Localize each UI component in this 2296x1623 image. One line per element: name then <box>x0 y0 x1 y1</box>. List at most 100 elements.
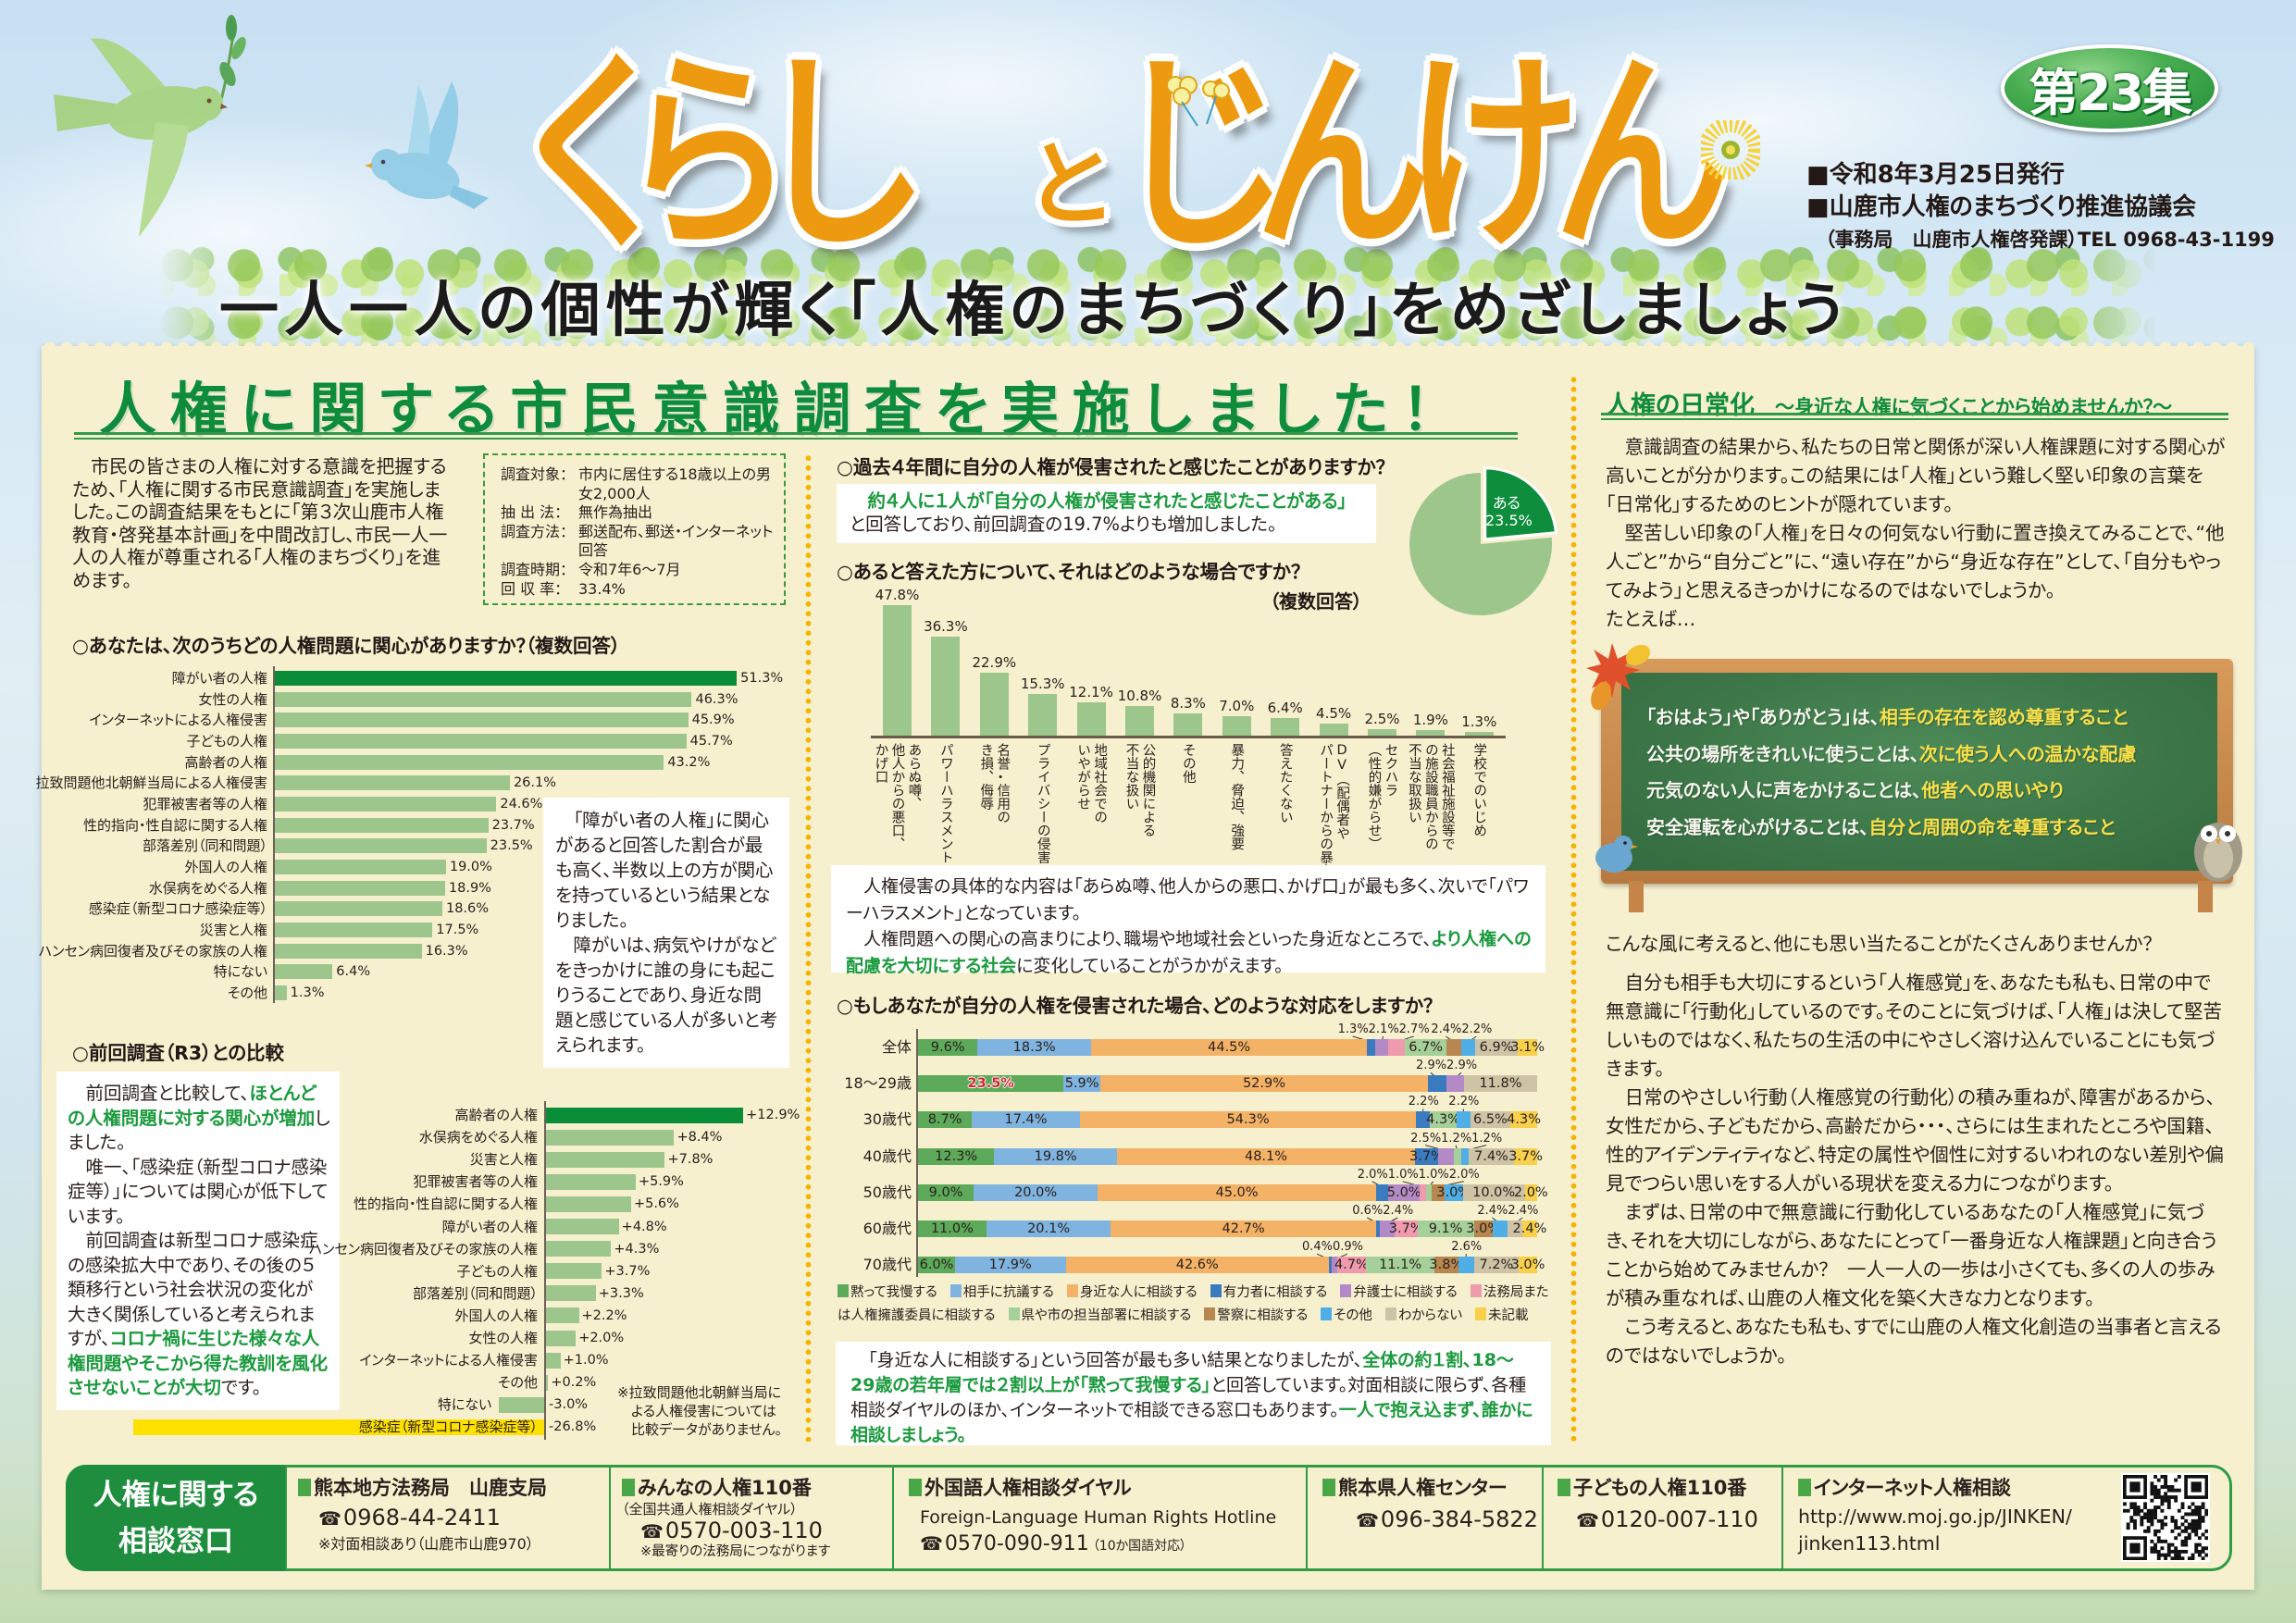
segment-value: 20.0% <box>1014 1184 1058 1200</box>
segment-value-callout: 1.0% <box>1418 1167 1449 1182</box>
title-kurashi: くらし <box>530 31 915 279</box>
bar-value: -26.8% <box>549 1419 597 1435</box>
contact-name: みんなの人権110番 <box>622 1476 892 1500</box>
qr-code <box>2121 1473 2210 1562</box>
bar-segment <box>1091 1039 1368 1056</box>
bar-segment <box>918 1039 978 1056</box>
bar-value: 46.3% <box>695 691 738 707</box>
legend-label: わからない <box>1397 1308 1463 1323</box>
bar-value: 7.0% <box>1219 698 1255 715</box>
bar-segment <box>1388 1183 1420 1201</box>
contact-name: 熊本県人権センター <box>1322 1476 1542 1500</box>
emphasis-text: 全体の約１割、18～29歳の若年層では２割以上が「黙って我慢する」 <box>850 1350 1514 1395</box>
bar-segment <box>1099 1075 1429 1093</box>
bar-label: 部落差別（同和問題） <box>142 837 267 855</box>
response-stacked-bar-chart: 全体 9.6% 18.3% 44.5% 6.7% 6.9% 3.1% 1.3% 2.1% 2.7%… <box>833 1018 1555 1286</box>
bar-segment <box>1394 1220 1418 1237</box>
detail-label: 調査方法： <box>501 522 568 540</box>
bar <box>1173 712 1203 736</box>
bar <box>275 734 687 749</box>
bar-category-label: 名誉・信用の き損、侮辱 <box>978 743 1011 824</box>
segment-value: 11.1% <box>1379 1258 1422 1273</box>
issue-date: ■令和8年3月25日発行 <box>1806 161 2065 189</box>
bar-value: 12.1% <box>1069 684 1113 701</box>
bar-value: +5.6% <box>633 1196 679 1212</box>
bar <box>275 775 510 791</box>
bar-label: 犯罪被害者等の人権 <box>413 1173 538 1191</box>
note-line: ※拉致問題他北朝鮮当局に <box>617 1384 782 1401</box>
legend-swatch <box>1321 1307 1333 1320</box>
bar-segment <box>1518 1257 1537 1274</box>
url-line[interactable]: http://www.moj.go.jp/JINKEN/ <box>1798 1505 2072 1528</box>
bar-value: 1.9% <box>1412 712 1448 729</box>
detail-label: 調査時期： <box>501 560 568 578</box>
segment-value-callout: 2.9% <box>1416 1059 1447 1073</box>
phone-number: 0968-44-2411 <box>342 1505 501 1530</box>
contact-phone: 0570-090-911（10か国語対応） <box>920 1531 1306 1558</box>
comparison-text-box: 前回調査と比較して、ほとんどの人権問題に対する関心が増加しました。 唯一、「感染… <box>56 1072 340 1410</box>
bar <box>1222 716 1251 736</box>
board-line-highlight: 相手の存在を認め尊重すること <box>1879 706 2128 728</box>
bar-category-label: 地域社会での いやがらせ <box>1075 743 1108 824</box>
phone-number: 0120-007-110 <box>1600 1506 1758 1532</box>
bar-label: 災害と人権 <box>199 922 267 939</box>
text: に変化していることがうかがえます。 <box>1016 955 1284 976</box>
segment-value-callout: 1.2% <box>1441 1131 1472 1146</box>
segment-value: 9.1% <box>1428 1221 1463 1236</box>
bar-segment <box>1521 1220 1537 1237</box>
bar-label: 子どもの人権 <box>456 1262 538 1280</box>
comparison-heading: ○前回調査（R3）との比較 <box>72 1042 285 1064</box>
emphasis-text: コロナ禍に生じた様々な人権問題やそこから得た教訓を風化させないことが大切 <box>68 1328 329 1398</box>
bar-label: 性的指向・性自認に関する人権 <box>354 1196 538 1213</box>
bar-label: 特にない <box>213 963 267 981</box>
bar-value: +1.0% <box>563 1353 609 1369</box>
bar-category-label: 学校でのいじめ <box>1471 743 1487 837</box>
bar-segment <box>918 1147 995 1165</box>
bar <box>545 1307 579 1324</box>
interest-callout: 「障がい者の人権」に関心があると回答した割合が最も高く、半数以上の方が関心を持っ… <box>543 798 789 1068</box>
response-summary-box: 「身近な人に相談する」という回答が最も多い結果となりましたが、全体の約１割、18… <box>836 1342 1551 1445</box>
cloud-decoration <box>555 0 1388 222</box>
bar-value: 1.3% <box>1461 713 1497 731</box>
contact-internet-consultation: インターネット人権相談 http://www.moj.go.jp/JINKEN/… <box>1781 1465 2232 1571</box>
url-line[interactable]: jinken113.html <box>1798 1532 1941 1555</box>
bar-value: +4.3% <box>614 1241 660 1257</box>
bar-segment <box>1428 1075 1446 1093</box>
bar-category-label: プライバシーの侵害 <box>1035 743 1050 864</box>
legend-label: 弁護士に相談する <box>1353 1285 1458 1300</box>
text: 前回調査は新型コロナ感染症の感染拡大中であり、その後の５類移行という社会状況の変… <box>68 1230 318 1349</box>
bar-segment <box>1430 1111 1457 1129</box>
bar-value: 43.2% <box>667 754 711 770</box>
bar-segment <box>918 1220 987 1237</box>
bar <box>545 1263 602 1280</box>
response-chart-legend: 黙って我慢する 相手に抗議する 身近な人に相談する 有力者に相談する 弁護士に相談する法… <box>838 1282 1552 1328</box>
daily-paragraph: 堅苦しい印象の「人権」を日々の何気ない行動に置き換えてみることで、“他人ごと”か… <box>1606 522 2225 601</box>
text: しました。 <box>68 1107 330 1154</box>
bar-segment <box>1514 1147 1537 1165</box>
board-line-text: 「おはよう」や「ありがとう」は、 <box>1646 706 1880 728</box>
qr-code-pattern <box>2123 1475 2209 1561</box>
bar <box>545 1151 665 1168</box>
interest-bar-chart: 障がい者の人権 51.3% 女性の人権 46.3% インターネットによる人権侵害 45.9… <box>35 666 796 1009</box>
segment-value: 3.1% <box>1510 1040 1545 1055</box>
green-dove-icon <box>54 15 246 237</box>
emphasis-text: ほとんどの人権問題に対する関心が増加 <box>68 1083 316 1129</box>
autumn-leaves-icon <box>1586 643 1651 711</box>
survey-method-row: 調査方法： 郵送配布、郵送・インターネット回答 <box>501 523 775 561</box>
board-line: 「おはよう」や「ありがとう」は、相手の存在を認め尊重すること <box>1646 700 2136 737</box>
bar-label: その他 <box>497 1374 538 1392</box>
bar-value: +12.9% <box>746 1108 800 1122</box>
bar-segment <box>1366 1257 1435 1274</box>
bar-segment <box>1388 1039 1406 1056</box>
legend-label: 県や市の担当部署に相談する <box>1021 1308 1192 1323</box>
bar-value: +2.0% <box>578 1331 625 1345</box>
contact-phone: 0968-44-2411 <box>318 1504 609 1532</box>
blackboard-text: 「おはよう」や「ありがとう」は、相手の存在を認め尊重すること 公共の場所をきれい… <box>1646 700 2136 846</box>
bar-segment <box>1492 1220 1508 1237</box>
daisy-flower-icon <box>1701 120 1760 180</box>
bar-value: +5.9% <box>638 1174 684 1190</box>
row-label: 全体 <box>881 1038 912 1056</box>
text: です。 <box>220 1377 262 1398</box>
contact-url[interactable]: http://www.moj.go.jp/JINKEN/ jinken113.h… <box>1798 1504 2232 1557</box>
bar <box>883 604 912 736</box>
